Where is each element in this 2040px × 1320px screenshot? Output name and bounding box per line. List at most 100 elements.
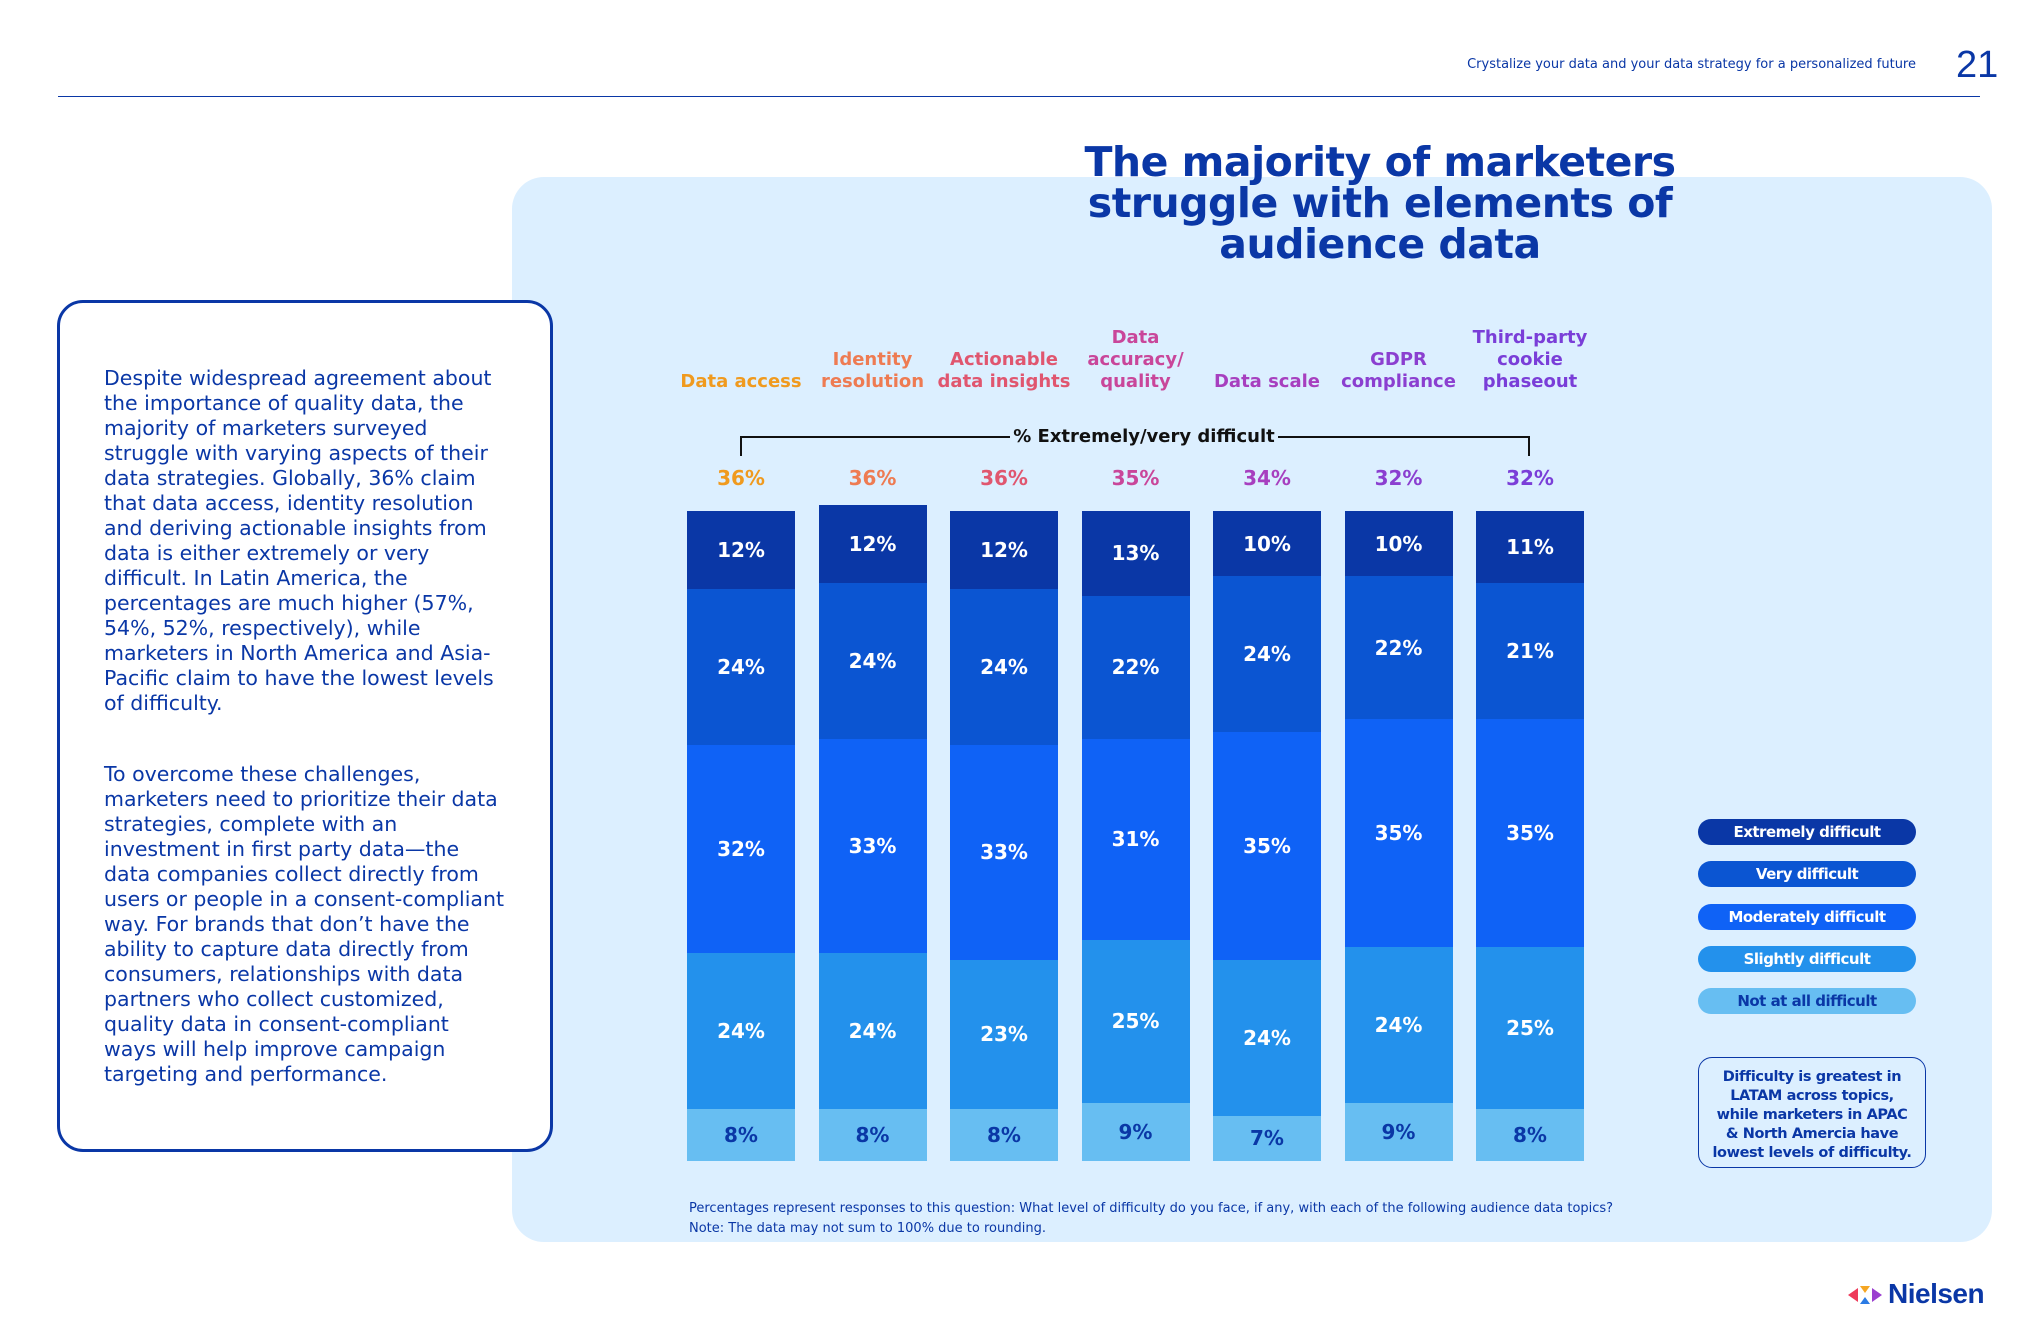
callout: Difficulty is greatest in LATAM across t… [1698, 1057, 1926, 1168]
total-label: 34% [1243, 466, 1291, 490]
value-label: 9% [1118, 1119, 1153, 1144]
total-label: 32% [1374, 466, 1423, 490]
bar-segment [818, 953, 927, 1109]
value-label: 24% [717, 1019, 765, 1043]
bar-segment [1476, 719, 1584, 947]
bar-segment [950, 959, 1058, 1109]
bar-segment [1344, 1102, 1453, 1161]
value-label: 11% [1506, 534, 1554, 559]
legend-item: Moderately difficult [1698, 903, 1916, 930]
bar-segment [1213, 1115, 1321, 1161]
bar-segment [1344, 576, 1453, 719]
logo: Nielsen [1888, 1278, 1985, 1309]
total-label: 32% [1506, 466, 1554, 490]
bar-segment [1476, 1109, 1584, 1161]
total-label: 36% [848, 466, 897, 490]
logo-icon [1848, 1286, 1882, 1304]
total-label: 36% [717, 466, 765, 490]
value-label: 33% [848, 833, 897, 858]
legend-item: Extremely difficult [1698, 819, 1916, 845]
value-label: 23% [980, 1022, 1028, 1047]
chart-title: The majority of marketers struggle with … [1084, 138, 1676, 268]
bar-segment [818, 738, 927, 953]
total-label: 36% [980, 466, 1028, 490]
footnote: Percentages represent responses to this … [689, 1201, 1614, 1216]
bracket-label: % Extremely/very difficult [1010, 426, 1278, 447]
value-label: 9% [1381, 1119, 1416, 1144]
bar-segment [687, 511, 795, 589]
legend-item: Not at all difficult [1698, 988, 1916, 1015]
bar-segment [1476, 946, 1584, 1109]
value-label: 8% [1513, 1123, 1547, 1147]
bar-segment [818, 1109, 927, 1161]
value-label: 24% [1243, 1025, 1291, 1050]
running-title: Crystalize your data and your data strat… [1467, 57, 1916, 72]
bar-segment [950, 511, 1058, 589]
text-box [57, 300, 553, 1152]
bar-segment [950, 1109, 1058, 1161]
value-label: 22% [1374, 635, 1423, 660]
page-number: 21 [1956, 44, 1999, 86]
category-label: Data scale [1213, 371, 1320, 392]
bar-segment [1344, 511, 1453, 576]
value-label: 25% [1111, 1009, 1160, 1034]
category-label: Actionable data insights [937, 349, 1071, 392]
value-label: 8% [855, 1123, 890, 1147]
category-label: Data accuracy/ quality [1087, 327, 1184, 392]
legend-item: Slightly difficult [1698, 945, 1916, 972]
bar-segment [1344, 719, 1453, 947]
value-label: 12% [980, 538, 1028, 562]
bar-segment [687, 1109, 795, 1161]
value-label: 25% [1506, 1015, 1554, 1040]
bar-segment [1213, 576, 1321, 732]
category-label: GDPR compliance [1341, 349, 1456, 392]
paragraph: To overcome these challenges, marketers … [104, 762, 504, 1086]
value-label: 8% [987, 1123, 1021, 1147]
category-label: Identity resolution [820, 349, 925, 392]
bar-segment [687, 953, 795, 1109]
bar-segment [1213, 959, 1321, 1116]
category-label: Third-party cookie phaseout [1472, 327, 1588, 392]
value-label: 31% [1111, 827, 1160, 852]
value-label: 7% [1250, 1126, 1284, 1151]
bar-segment [1213, 732, 1321, 960]
header-rule [58, 96, 1980, 97]
paragraph: Despite widespread agreement about the i… [104, 366, 494, 715]
footnote: Note: The data may not sum to 100% due t… [689, 1221, 1046, 1236]
value-label: 24% [1374, 1012, 1423, 1037]
value-label: 24% [848, 648, 897, 673]
bar-segment [1213, 511, 1321, 576]
value-label: 35% [1506, 820, 1554, 845]
value-label: 12% [717, 538, 765, 562]
bar-segment [1344, 946, 1453, 1103]
value-label: 22% [1111, 655, 1160, 679]
category-label: Data access [680, 371, 802, 392]
value-label: 24% [980, 655, 1028, 679]
bar-segment [1081, 940, 1190, 1103]
bar-segment [1476, 511, 1584, 583]
bar-segment [687, 589, 795, 745]
bar-segment [1081, 595, 1190, 739]
value-label: 35% [1374, 820, 1423, 845]
value-label: 12% [848, 531, 897, 556]
value-label: 35% [1243, 833, 1291, 858]
value-label: 32% [717, 837, 765, 861]
legend-item: Very difficult [1698, 861, 1916, 888]
value-label: 24% [717, 655, 765, 679]
bar-segment [950, 745, 1058, 960]
value-label: 8% [724, 1123, 758, 1147]
value-label: 21% [1506, 638, 1554, 663]
bar-segment [1476, 582, 1584, 719]
value-label: 10% [1243, 531, 1291, 556]
bar-segment [818, 582, 927, 739]
value-label: 13% [1111, 541, 1160, 566]
bar-segment [1081, 511, 1190, 596]
value-label: 24% [1243, 642, 1291, 666]
bar-segment [1081, 1102, 1190, 1161]
total-label: 35% [1111, 466, 1160, 490]
bar-segment [818, 504, 927, 583]
bar-segment [1081, 738, 1190, 940]
bar-segment [687, 745, 795, 953]
value-label: 10% [1374, 531, 1423, 556]
